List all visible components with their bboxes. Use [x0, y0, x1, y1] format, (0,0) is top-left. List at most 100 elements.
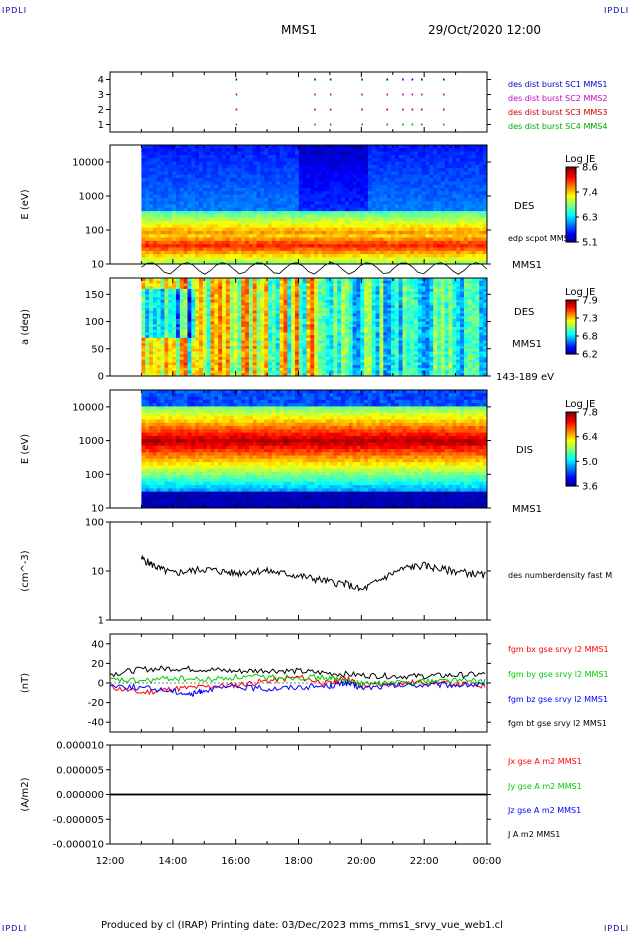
heatmap-cell	[479, 174, 484, 179]
heatmap-cell	[160, 181, 165, 186]
heatmap-cell	[302, 327, 308, 331]
heatmap-cell	[164, 164, 169, 169]
heatmap-cell	[337, 158, 342, 163]
heatmap-cell	[241, 354, 246, 358]
heatmap-cell	[287, 154, 292, 159]
heatmap-cell	[202, 187, 208, 192]
heatmap-cell	[149, 204, 154, 209]
heatmap-cell	[283, 332, 288, 336]
heatmap-cell	[149, 294, 154, 298]
heatmap-cell	[356, 207, 361, 212]
heatmap-cell	[175, 286, 181, 290]
heatmap-cell	[344, 181, 350, 186]
heatmap-cell	[310, 194, 315, 199]
heatmap-cell	[467, 240, 473, 245]
heatmap-cell	[371, 247, 377, 252]
heatmap-cell	[206, 207, 212, 212]
heatmap-cell	[195, 316, 200, 320]
heatmap-cell	[275, 278, 281, 282]
heatmap-cell	[237, 260, 242, 265]
heatmap-cell	[383, 237, 388, 242]
heatmap-cell	[444, 174, 450, 179]
heatmap-cell	[479, 221, 484, 225]
heatmap-cell	[360, 207, 365, 212]
heatmap-cell	[156, 164, 162, 169]
heatmap-cell	[448, 234, 453, 239]
heatmap-cell	[448, 254, 453, 258]
heatmap-cell	[325, 194, 331, 199]
heatmap-cell	[160, 305, 165, 309]
heatmap-cell	[364, 158, 369, 163]
heatmap-cell	[168, 335, 173, 339]
heatmap-cell	[275, 184, 281, 189]
heatmap-cell	[233, 356, 238, 361]
heatmap-cell	[383, 254, 388, 258]
heatmap-cell	[141, 230, 146, 235]
heatmap-cell	[387, 257, 392, 262]
heatmap-cell	[333, 221, 338, 225]
heatmap-cell	[417, 184, 423, 189]
heatmap-cell	[279, 329, 284, 333]
colorbar-swatch	[566, 202, 576, 206]
heatmap-cell	[225, 174, 231, 179]
heatmap-cell	[218, 348, 223, 352]
heatmap-cell	[225, 194, 231, 199]
heatmap-cell	[298, 343, 304, 347]
heatmap-cell	[295, 324, 300, 328]
heatmap-cell	[179, 161, 185, 166]
heatmap-cell	[452, 164, 457, 169]
heatmap-cell	[218, 254, 223, 258]
heatmap-cell	[375, 207, 380, 212]
heatmap-cell	[229, 237, 235, 242]
heatmap-cell	[222, 204, 227, 209]
heatmap-cell	[391, 247, 396, 252]
heatmap-cell	[252, 280, 258, 284]
heatmap-cell	[222, 354, 227, 358]
heatmap-cell	[172, 191, 177, 196]
heatmap-cell	[183, 224, 188, 229]
heatmap-cell	[225, 250, 231, 255]
heatmap-cell	[379, 164, 384, 169]
heatmap-cell	[375, 174, 380, 179]
heatmap-cell	[341, 214, 346, 219]
heatmap-cell	[164, 354, 169, 358]
heatmap-cell	[264, 194, 269, 199]
heatmap-cell	[314, 161, 319, 166]
heatmap-cell	[183, 310, 188, 314]
heatmap-cell	[460, 174, 465, 179]
heatmap-cell	[241, 337, 246, 342]
heatmap-cell	[225, 332, 231, 336]
heatmap-cell	[291, 161, 296, 166]
heatmap-cell	[314, 184, 319, 189]
heatmap-cell	[179, 332, 185, 336]
heatmap-cell	[156, 305, 162, 309]
heatmap-cell	[475, 194, 480, 199]
heatmap-cell	[460, 171, 465, 176]
heatmap-cell	[172, 254, 177, 258]
heatmap-cell	[175, 247, 181, 252]
heatmap-cell	[218, 354, 223, 358]
heatmap-cell	[145, 307, 150, 312]
heatmap-cell	[271, 278, 277, 282]
heatmap-cell	[352, 158, 357, 163]
heatmap-cell	[141, 351, 146, 355]
heatmap-cell	[225, 187, 231, 192]
heatmap-cell	[383, 227, 388, 232]
heatmap-cell	[145, 348, 150, 352]
heatmap-cell	[168, 148, 173, 153]
heatmap-cell	[437, 250, 442, 255]
heatmap-cell	[179, 234, 185, 239]
heatmap-cell	[475, 237, 480, 242]
heatmap-cell	[260, 217, 265, 222]
heatmap-cell	[187, 365, 192, 369]
heatmap-cell	[287, 348, 292, 352]
heatmap-cell	[206, 197, 212, 202]
heatmap-cell	[245, 354, 250, 358]
heatmap-cell	[260, 161, 265, 166]
heatmap-cell	[437, 237, 442, 242]
heatmap-cell	[225, 254, 231, 258]
heatmap-cell	[425, 181, 430, 186]
heatmap-cell	[256, 260, 261, 265]
heatmap-cell	[237, 211, 242, 215]
heatmap-cell	[287, 217, 292, 222]
